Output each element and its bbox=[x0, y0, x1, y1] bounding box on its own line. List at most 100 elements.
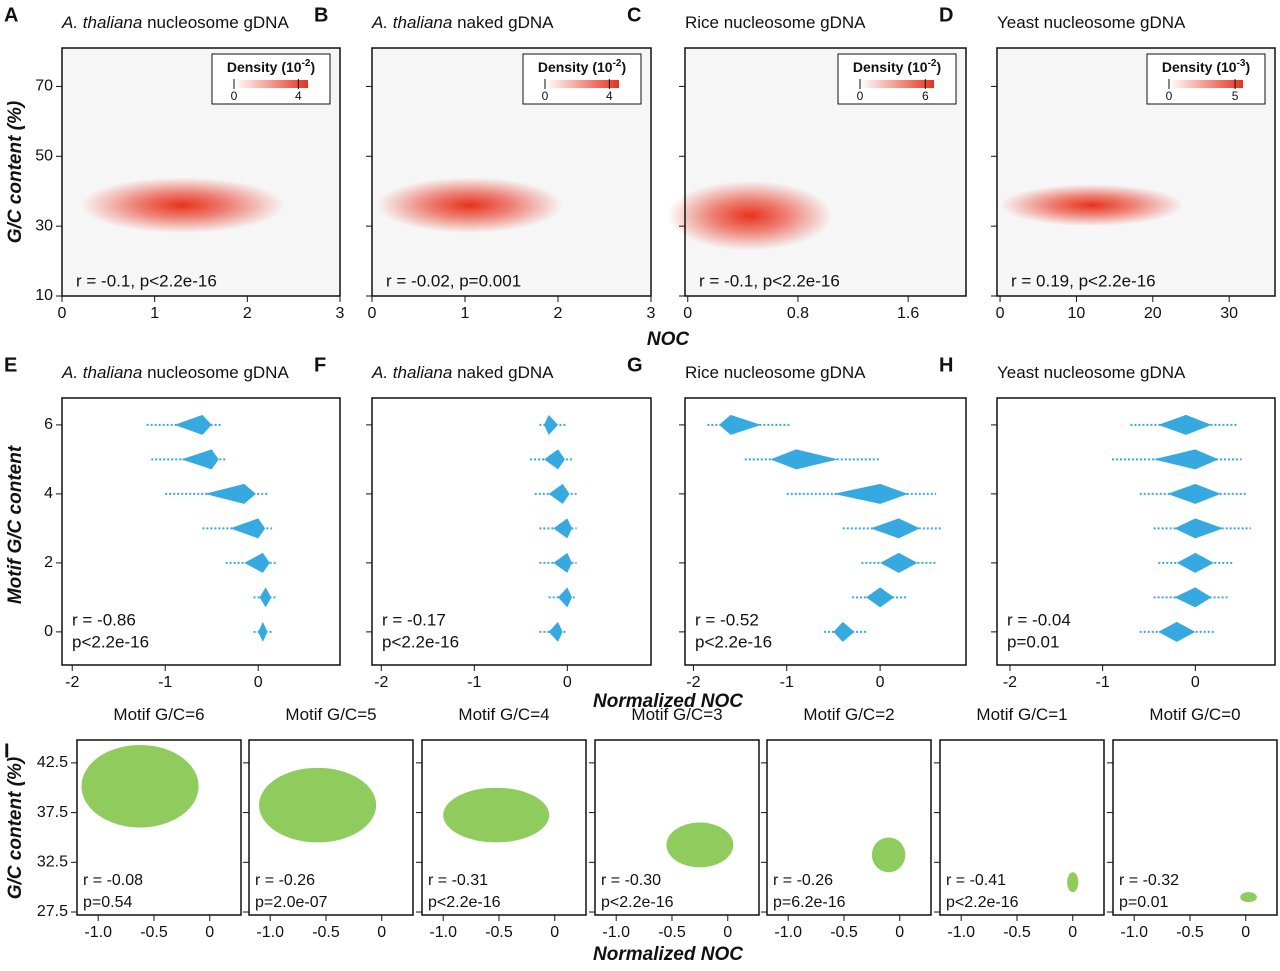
x-tick-label: 0 bbox=[723, 924, 732, 941]
x-axis-label: Normalized NOC bbox=[593, 944, 743, 965]
x-tick-label: 0 bbox=[58, 305, 67, 322]
plot-frame bbox=[594, 739, 760, 916]
x-tick-label: -0.5 bbox=[485, 924, 513, 941]
swarm bbox=[544, 414, 558, 435]
colorbar-title: Density (10-2) bbox=[538, 58, 626, 75]
x-tick-label: -1.0 bbox=[429, 924, 457, 941]
y-axis-label: G/C content (%) bbox=[5, 101, 26, 244]
panel-letter: A bbox=[4, 4, 18, 26]
x-tick-label: -1.0 bbox=[84, 924, 112, 941]
swarm bbox=[870, 518, 920, 539]
density-blob bbox=[376, 177, 563, 234]
colorbar-box bbox=[522, 53, 642, 105]
plot-area bbox=[62, 398, 340, 665]
plot-area bbox=[372, 398, 651, 665]
x-tick-label: 0 bbox=[996, 305, 1005, 322]
plot-frame bbox=[248, 739, 414, 916]
x-tick-label: -1 bbox=[467, 674, 481, 691]
plot-frame bbox=[421, 739, 587, 916]
y-tick-label: 6 bbox=[44, 416, 53, 433]
x-tick-label: 20 bbox=[1144, 305, 1162, 322]
colorbar-title-text: ) bbox=[310, 59, 315, 75]
title-text: Rice nucleosome gDNA bbox=[685, 13, 866, 32]
panel-title: A. thaliana naked gDNA bbox=[371, 13, 554, 32]
y-axis-label: G/C content (%) bbox=[5, 757, 26, 900]
stats: r = -0.17 bbox=[382, 610, 446, 629]
stats: p<2.2e-16 bbox=[428, 894, 501, 911]
density-blob bbox=[1000, 184, 1184, 227]
colorbar-exponent: -3 bbox=[1237, 58, 1246, 69]
x-tick-label: 0 bbox=[205, 924, 214, 941]
point-cloud bbox=[259, 767, 377, 843]
x-axis-label: Normalized NOC bbox=[593, 691, 743, 712]
title-text: Motif G/C=4 bbox=[458, 705, 549, 724]
y-tick-label: 27.5 bbox=[37, 903, 68, 920]
title-italic: A. thaliana bbox=[371, 363, 452, 382]
title-text: naked gDNA bbox=[452, 363, 554, 382]
x-tick-label: 0 bbox=[377, 924, 386, 941]
x-tick-label: 2 bbox=[554, 305, 563, 322]
title-italic: A. thaliana bbox=[61, 13, 142, 32]
stats: p<2.2e-16 bbox=[72, 632, 149, 651]
plot-frame bbox=[684, 47, 967, 297]
x-tick-label: 0 bbox=[368, 305, 377, 322]
x-tick-label: 0 bbox=[876, 674, 885, 691]
stats: r = -0.41 bbox=[946, 872, 1006, 889]
point-cloud bbox=[1067, 872, 1079, 893]
panel-letter: F bbox=[314, 354, 326, 376]
plot-frame bbox=[61, 397, 341, 666]
x-tick-label: -0.5 bbox=[140, 924, 168, 941]
swarm bbox=[1167, 483, 1221, 504]
stats: p=0.01 bbox=[1119, 894, 1168, 911]
swarm bbox=[1174, 518, 1224, 539]
x-tick-label: 3 bbox=[336, 305, 345, 322]
panel-title: A. thaliana nucleosome gDNA bbox=[61, 13, 289, 32]
x-tick-label: -1 bbox=[780, 674, 794, 691]
colorbar-tick-label: 6 bbox=[922, 89, 929, 103]
title-text: nucleosome gDNA bbox=[142, 13, 289, 32]
colorbar bbox=[860, 80, 934, 88]
swarm bbox=[880, 552, 918, 573]
x-tick-label: 0 bbox=[1191, 674, 1200, 691]
x-tick-label: -2 bbox=[65, 674, 79, 691]
colorbar-title-text: ) bbox=[936, 59, 941, 75]
colorbar-title: Density (10-3) bbox=[1162, 58, 1250, 75]
panel-title: Motif G/C=3 bbox=[631, 705, 722, 724]
colorbar-tick-label: 5 bbox=[1232, 89, 1239, 103]
x-tick-label: 0 bbox=[683, 305, 692, 322]
point-cloud bbox=[1240, 892, 1257, 903]
colorbar-tick-label: 4 bbox=[606, 89, 613, 103]
swarm bbox=[866, 587, 895, 608]
panel-title: Motif G/C=1 bbox=[976, 705, 1067, 724]
stats: r = 0.19, p<2.2e-16 bbox=[1011, 271, 1156, 290]
stats: r = -0.32 bbox=[1119, 872, 1179, 889]
stats: p<2.2e-16 bbox=[695, 632, 772, 651]
swarm bbox=[719, 414, 762, 435]
title-text: Yeast nucleosome gDNA bbox=[997, 363, 1186, 382]
point-cloud bbox=[81, 744, 199, 828]
x-tick-label: -2 bbox=[1003, 674, 1017, 691]
swarm bbox=[1174, 587, 1212, 608]
colorbar-title-text: ) bbox=[621, 59, 626, 75]
x-tick-label: 0 bbox=[1068, 924, 1077, 941]
y-tick-label: 37.5 bbox=[37, 804, 68, 821]
colorbar bbox=[234, 80, 308, 88]
title-text: Motif G/C=6 bbox=[113, 705, 204, 724]
panel-title: Rice nucleosome gDNA bbox=[685, 13, 866, 32]
colorbar-exponent: -2 bbox=[613, 58, 622, 69]
plot-area bbox=[685, 398, 966, 665]
colorbar-exponent: -2 bbox=[302, 58, 311, 69]
plot-frame bbox=[996, 47, 1276, 297]
stats: r = -0.08 bbox=[83, 872, 143, 889]
x-tick-label: 1 bbox=[150, 305, 159, 322]
stats: r = -0.31 bbox=[428, 872, 488, 889]
colorbar-tick-label: 4 bbox=[295, 89, 302, 103]
panel-title: Yeast nucleosome gDNA bbox=[997, 13, 1186, 32]
x-tick-label: 3 bbox=[647, 305, 656, 322]
x-tick-label: -2 bbox=[686, 674, 700, 691]
swarm bbox=[548, 621, 563, 642]
plot-frame bbox=[371, 397, 652, 666]
plot-area bbox=[767, 740, 931, 915]
swarm bbox=[1176, 552, 1214, 573]
title-text: nucleosome gDNA bbox=[142, 363, 289, 382]
